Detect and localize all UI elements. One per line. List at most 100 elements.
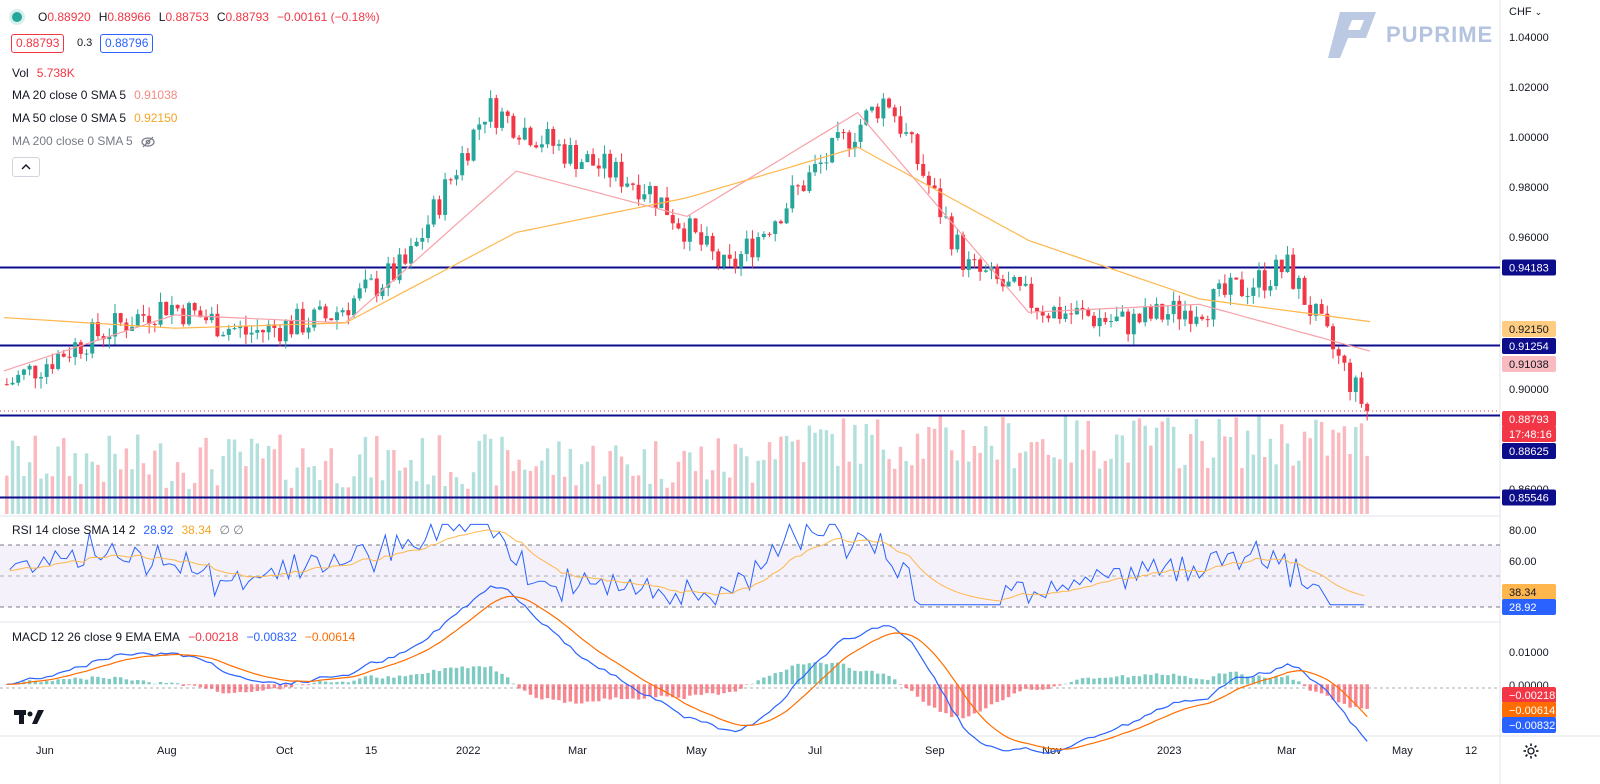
- volume-bar: [523, 469, 527, 514]
- macd-histogram-bar: [375, 677, 379, 685]
- price-tick: 0.98000: [1509, 182, 1549, 194]
- candle-body: [1268, 286, 1273, 291]
- eye-off-icon[interactable]: [141, 136, 155, 148]
- candle-body: [27, 365, 32, 370]
- macd-histogram-bar: [568, 684, 573, 702]
- volume-bar: [5, 475, 9, 514]
- macd-histogram-bar: [358, 678, 362, 685]
- volume-bar: [739, 447, 743, 514]
- candle-body: [1365, 403, 1370, 412]
- time-tick: Jun: [36, 745, 54, 757]
- candle-body: [135, 314, 140, 327]
- macd-histogram-bar: [409, 674, 413, 685]
- macd-histogram-bar: [927, 684, 931, 706]
- volume-bar: [1365, 455, 1369, 514]
- candle-body: [39, 376, 43, 379]
- macd-histogram-bar: [466, 668, 470, 685]
- candle-body: [477, 124, 482, 130]
- volume-bar: [665, 487, 669, 514]
- candle-body: [682, 228, 687, 242]
- ma20-value: 0.91038: [134, 88, 178, 102]
- macd-tag: −0.00832: [1509, 720, 1555, 732]
- candle-body: [881, 98, 886, 119]
- candle-body: [1239, 279, 1244, 297]
- volume-bar: [1325, 455, 1330, 514]
- ask-button[interactable]: 0.88796: [100, 34, 154, 53]
- volume-bar: [631, 475, 635, 514]
- volume-bar: [847, 461, 851, 514]
- macd-histogram-bar: [278, 684, 282, 690]
- candle-body: [972, 259, 977, 261]
- volume-bar: [1018, 452, 1022, 514]
- macd-histogram-bar: [585, 684, 590, 702]
- volume-bar: [363, 436, 368, 514]
- candle-body: [1257, 270, 1262, 288]
- gear-icon[interactable]: [1523, 743, 1539, 764]
- level-tag-s2: 0.85546: [1509, 492, 1549, 504]
- candle-body: [1012, 276, 1017, 282]
- candle-body: [943, 216, 948, 218]
- volume-bar: [1160, 421, 1164, 514]
- macd-histogram-bar: [124, 679, 129, 685]
- macd-histogram-bar: [449, 667, 453, 685]
- macd-histogram-bar: [352, 680, 356, 685]
- open-label: O: [38, 10, 48, 24]
- bid-button[interactable]: 0.88793: [11, 34, 65, 53]
- volume-bar: [864, 424, 868, 514]
- candle-body: [892, 107, 897, 117]
- currency-selector[interactable]: CHF ⌄: [1509, 6, 1542, 18]
- candle-body: [1313, 304, 1318, 316]
- candle-body: [306, 327, 311, 333]
- candle-body: [1006, 281, 1011, 287]
- macd-histogram-bar: [1285, 675, 1290, 685]
- candle-body: [869, 106, 874, 111]
- tradingview-logo-icon[interactable]: [14, 708, 44, 731]
- volume-bar: [289, 487, 294, 514]
- macd-histogram-bar: [244, 684, 248, 693]
- level-tag-s1: 0.88625: [1509, 446, 1549, 458]
- macd-histogram-bar: [671, 684, 675, 698]
- candle-body: [1046, 315, 1051, 319]
- candle-body: [938, 188, 943, 218]
- candle-body: [1091, 315, 1096, 327]
- volume-bar: [227, 439, 231, 514]
- macd-histogram-bar: [1206, 679, 1210, 685]
- price-tick: 0.90000: [1509, 384, 1549, 396]
- macd-histogram-bar: [460, 666, 464, 685]
- macd-histogram-bar: [779, 672, 783, 685]
- volume-bar: [249, 438, 254, 514]
- volume-bar: [642, 449, 647, 514]
- candle-body: [1035, 307, 1040, 312]
- ma20-legend[interactable]: MA 20 close 0 SMA 5 0.91038: [12, 88, 177, 102]
- volume-bar: [528, 470, 533, 514]
- volume-legend[interactable]: Vol 5.738K: [12, 66, 75, 80]
- volume-bar: [1206, 467, 1210, 514]
- volume-bar: [562, 476, 567, 514]
- candle-body: [955, 234, 960, 250]
- volume-bar: [688, 452, 692, 514]
- ma50-legend[interactable]: MA 50 close 0 SMA 5 0.92150: [12, 111, 177, 125]
- candle-body: [1074, 307, 1079, 315]
- ma200-legend[interactable]: MA 200 close 0 SMA 5: [12, 134, 155, 148]
- volume-bar: [773, 459, 777, 514]
- macd-legend[interactable]: MACD 12 26 close 9 EMA EMA −0.00218 −0.0…: [12, 630, 355, 644]
- volume-bar: [181, 472, 185, 514]
- volume-bar: [648, 483, 652, 514]
- macd-histogram-bar: [107, 678, 112, 685]
- rsi-legend[interactable]: RSI 14 close SMA 14 2 28.92 38.34 ∅ ∅: [12, 523, 244, 537]
- macd-histogram-bar: [1268, 678, 1273, 685]
- candle-body: [966, 259, 971, 270]
- volume-bar: [346, 487, 351, 514]
- volume-bar: [215, 485, 220, 514]
- chevron-up-icon[interactable]: [12, 157, 40, 177]
- candle-body: [215, 313, 220, 337]
- volume-bar: [1291, 465, 1295, 514]
- candle-body: [1342, 355, 1347, 363]
- volume-bar: [403, 467, 407, 514]
- volume-bar: [540, 460, 544, 514]
- volume-bar: [921, 458, 925, 514]
- macd-histogram-bar: [392, 677, 396, 685]
- candle-body: [10, 382, 15, 385]
- macd-histogram-bar: [1058, 684, 1062, 686]
